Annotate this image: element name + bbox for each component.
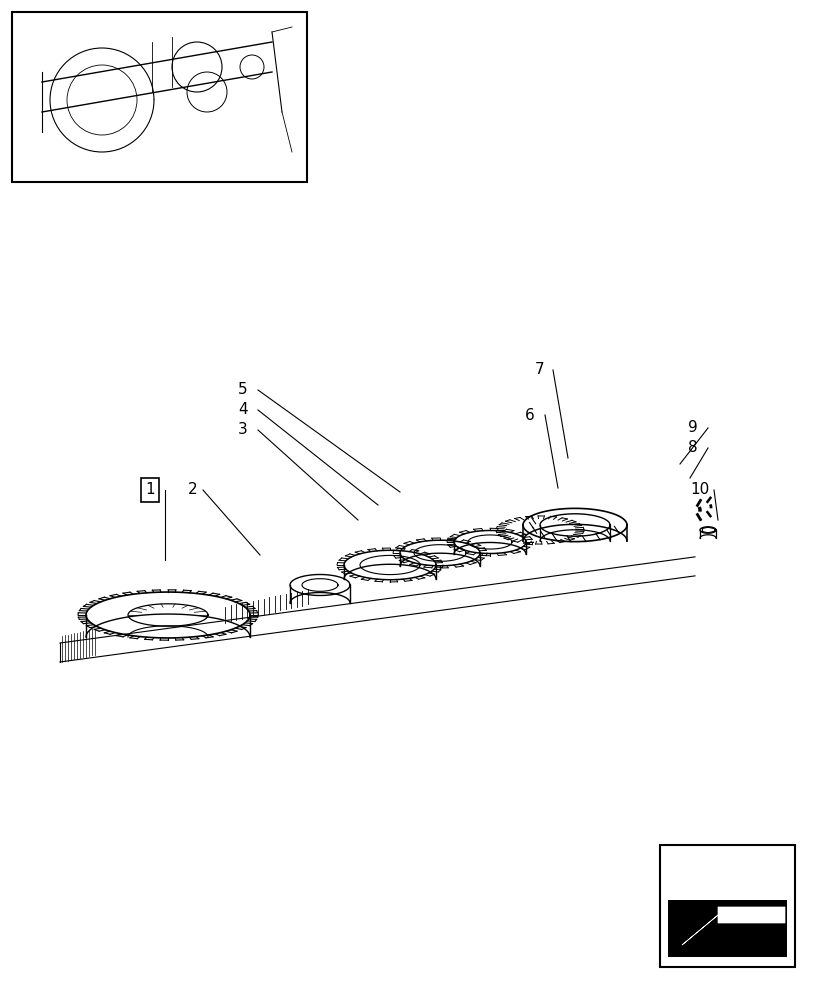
Text: 3: 3 bbox=[238, 422, 248, 438]
Bar bbox=[12, 12, 307, 182]
Polygon shape bbox=[682, 907, 785, 945]
Text: 7: 7 bbox=[535, 362, 545, 377]
Text: 4: 4 bbox=[238, 402, 248, 418]
Text: 2: 2 bbox=[188, 483, 197, 497]
Text: 1: 1 bbox=[145, 483, 155, 497]
Text: 10: 10 bbox=[690, 483, 710, 497]
Text: 5: 5 bbox=[238, 382, 248, 397]
Bar bbox=[660, 845, 795, 967]
Text: 8: 8 bbox=[688, 440, 698, 456]
Text: 9: 9 bbox=[688, 420, 698, 436]
Text: 6: 6 bbox=[526, 408, 534, 422]
Bar bbox=[668, 900, 787, 957]
